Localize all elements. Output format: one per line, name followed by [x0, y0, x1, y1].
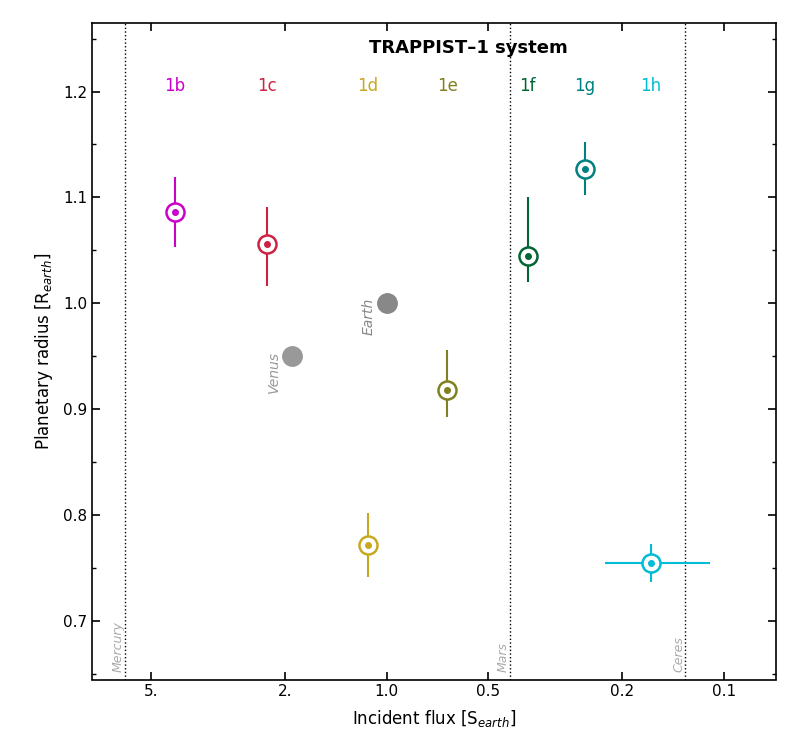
Text: 1g: 1g	[574, 77, 596, 95]
Text: 1e: 1e	[437, 77, 458, 95]
Text: 1h: 1h	[640, 77, 661, 95]
Text: 1f: 1f	[519, 77, 536, 95]
Text: 1c: 1c	[257, 77, 277, 95]
Text: Ceres: Ceres	[673, 636, 686, 672]
Text: Mercury: Mercury	[112, 621, 125, 672]
Text: Earth: Earth	[362, 298, 376, 335]
X-axis label: Incident flux [S$_{earth}$]: Incident flux [S$_{earth}$]	[352, 707, 516, 729]
Text: 1b: 1b	[165, 77, 186, 95]
Text: TRAPPIST–1 system: TRAPPIST–1 system	[369, 39, 567, 57]
Y-axis label: Planetary radius [R$_{earth}$]: Planetary radius [R$_{earth}$]	[33, 252, 54, 450]
Text: Venus: Venus	[267, 351, 282, 393]
Text: 1d: 1d	[357, 77, 378, 95]
Text: Mars: Mars	[497, 642, 510, 672]
